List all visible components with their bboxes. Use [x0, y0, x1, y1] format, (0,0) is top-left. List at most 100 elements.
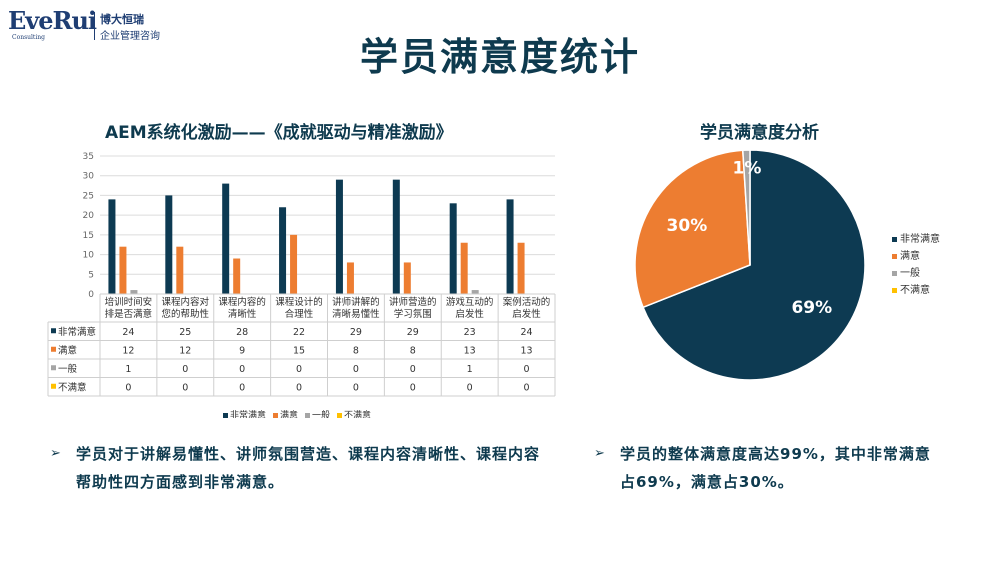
arrow-bullet-icon: ➢ [594, 446, 606, 461]
right-summary: ➢ 学员的整体满意度高达99%，其中非常满意 占69%，满意占30%。 [594, 440, 980, 496]
table-value: 0 [182, 364, 188, 375]
category-label: 培训时间安 [105, 296, 153, 308]
category-label: 您的帮助性 [162, 308, 210, 320]
logo-divider [94, 12, 95, 40]
left-summary-line2: 帮助性四方面感到非常满意。 [76, 473, 285, 491]
table-value: 0 [524, 382, 530, 393]
left-summary: ➢ 学员对于讲解易懂性、讲师氛围营造、课程内容清晰性、课程内容 帮助性四方面感到… [50, 440, 576, 496]
category-label: 清晰易懂性 [332, 308, 380, 320]
legend-swatch [337, 413, 342, 418]
table-value: 29 [407, 327, 419, 338]
bar [346, 262, 354, 294]
pie-slice-label: 1% [732, 158, 761, 178]
pie-legend-entry: 满意 [900, 249, 920, 262]
y-tick-label: 20 [83, 211, 95, 221]
category-label: 排是否满意 [105, 308, 153, 320]
category-label: 清晰性 [228, 308, 257, 320]
pie-legend-entry: 一般 [900, 266, 920, 279]
category-label: 课程内容对 [162, 296, 210, 308]
bar [449, 203, 457, 294]
category-label: 课程设计的 [275, 296, 323, 308]
table-value: 1 [467, 364, 473, 375]
table-value: 8 [353, 345, 359, 356]
y-tick-label: 30 [83, 172, 95, 182]
category-label: 游戏互动的 [446, 296, 494, 308]
legend-entry: 满意 [280, 409, 298, 418]
y-tick-label: 5 [88, 270, 94, 280]
table-series-label: 非常满意 [58, 326, 96, 338]
company-logo: EveRui Consulting 博大恒瑞 企业管理咨询 [8, 6, 168, 46]
table-value: 0 [410, 364, 416, 375]
table-value: 0 [353, 382, 359, 393]
logo-company-tagline: 企业管理咨询 [100, 31, 160, 42]
bar [290, 234, 298, 294]
pie-slice-label: 69% [791, 298, 832, 318]
table-value: 1 [125, 364, 131, 375]
left-summary-line1: 学员对于讲解易懂性、讲师氛围营造、课程内容清晰性、课程内容 [76, 445, 541, 463]
legend-swatch [223, 413, 228, 418]
bar [506, 199, 514, 294]
table-value: 9 [239, 345, 245, 356]
pie-slice-label: 30% [667, 216, 708, 236]
y-tick-label: 10 [83, 251, 95, 261]
logo-company-name: 博大恒瑞 [100, 13, 144, 26]
bar-chart-title: AEM系统化激励——《成就驱动与精准激励》 [105, 123, 453, 143]
table-value: 24 [521, 327, 533, 338]
table-value: 12 [122, 345, 134, 356]
legend-entry: 一般 [312, 409, 330, 418]
bar [403, 262, 411, 294]
category-label: 讲师讲解的 [332, 296, 380, 308]
legend-swatch [273, 413, 278, 418]
table-value: 0 [296, 364, 302, 375]
table-value: 0 [410, 382, 416, 393]
page-title: 学员满意度统计 [359, 35, 640, 79]
legend-entry: 不满意 [344, 409, 371, 418]
category-label: 启发性 [512, 308, 541, 320]
pie-legend-entry: 不满意 [900, 283, 930, 296]
table-value: 15 [293, 345, 305, 356]
bar [108, 199, 116, 294]
table-legend-swatch [51, 346, 56, 352]
right-summary-line2: 占69%，满意占30%。 [620, 473, 794, 491]
table-value: 8 [410, 345, 416, 356]
bar [176, 246, 184, 294]
table-value: 0 [239, 382, 245, 393]
y-tick-label: 0 [88, 290, 94, 300]
y-tick-label: 15 [83, 231, 94, 241]
category-label: 学习氛围 [394, 308, 432, 320]
pie-legend-swatch [892, 254, 897, 259]
right-summary-line1: 学员的整体满意度高达99%，其中非常满意 [620, 445, 931, 463]
table-series-label: 一般 [58, 363, 78, 375]
bar [460, 242, 468, 294]
category-label: 启发性 [455, 308, 484, 320]
bar [222, 183, 230, 294]
table-series-label: 不满意 [58, 381, 87, 393]
table-value: 23 [464, 327, 476, 338]
pie-legend-entry: 非常满意 [900, 232, 940, 245]
bar [335, 179, 343, 294]
bar [279, 207, 287, 294]
pie-legend-swatch [892, 271, 897, 276]
table-value: 25 [179, 327, 191, 338]
table-value: 13 [464, 345, 476, 356]
bar [165, 195, 173, 294]
bar [471, 290, 479, 294]
table-value: 29 [350, 327, 362, 338]
bar [130, 290, 138, 294]
category-label: 合理性 [285, 308, 314, 320]
pie-slice [741, 149, 751, 266]
category-label: 课程内容的 [218, 296, 266, 308]
pie-chart-title: 学员满意度分析 [700, 123, 819, 143]
table-value: 0 [296, 382, 302, 393]
bar [392, 179, 400, 294]
table-value: 28 [236, 327, 248, 338]
table-legend-swatch [51, 383, 56, 389]
pie-legend-swatch [892, 288, 897, 293]
category-label: 讲师营造的 [389, 296, 437, 308]
table-legend-swatch [51, 328, 56, 334]
table-value: 0 [524, 364, 530, 375]
pie-legend-swatch [892, 237, 897, 242]
table-value: 0 [467, 382, 473, 393]
table-value: 22 [293, 327, 305, 338]
